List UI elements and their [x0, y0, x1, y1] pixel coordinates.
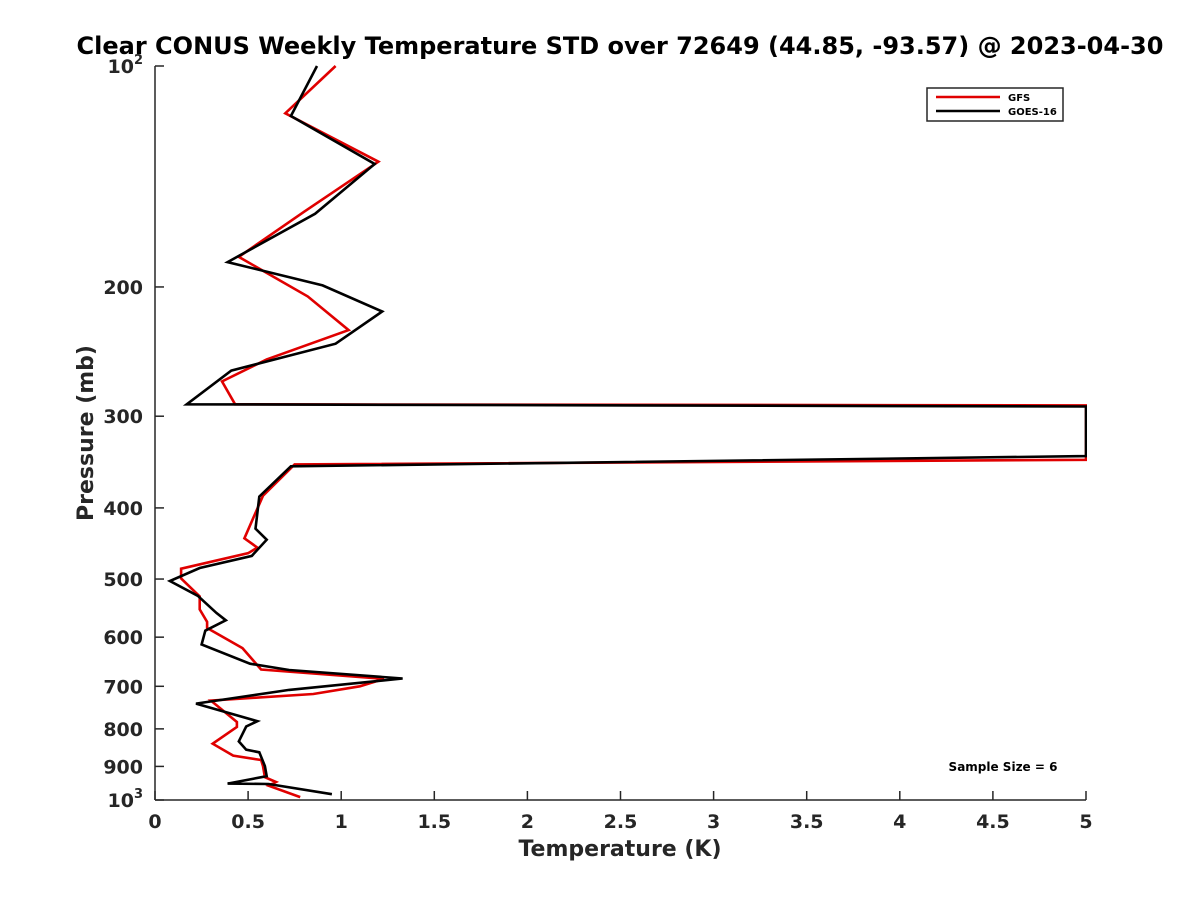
x-tick-label: 0 [148, 811, 161, 833]
x-tick-label: 0.5 [231, 811, 265, 833]
x-tick-label: 1.5 [417, 811, 451, 833]
y-tick-label: 600 [103, 627, 143, 649]
y-tick-label: 103 [108, 787, 144, 812]
sample-size-annotation: Sample Size = 6 [949, 760, 1058, 774]
x-tick-label: 3.5 [790, 811, 824, 833]
y-axis-label: Pressure (mb) [74, 345, 99, 521]
x-tick-label: 1 [335, 811, 348, 833]
x-tick-label: 2.5 [604, 811, 638, 833]
legend: GFS GOES-16 [926, 87, 1064, 122]
legend-entry-goes16: GOES-16 [1008, 107, 1057, 118]
x-tick-label: 2 [521, 811, 534, 833]
y-tick-label: 200 [103, 277, 143, 299]
x-axis-label: Temperature (K) [518, 837, 721, 862]
legend-box [926, 87, 1064, 122]
y-tick-label: 400 [103, 498, 143, 520]
x-tick-label: 4.5 [976, 811, 1010, 833]
series-line-goes16 [166, 65, 1087, 796]
y-tick-label: 102 [108, 53, 144, 78]
y-tick-label: 900 [103, 756, 143, 778]
x-ticks: 0 0.5 1 1.5 2 2.5 3 3.5 4 4.5 5 [148, 791, 1093, 833]
x-tick-label: 3 [707, 811, 720, 833]
y-ticks: 102 200 300 400 500 600 700 800 900 103 [103, 53, 164, 812]
chart-title: Clear CONUS Weekly Temperature STD over … [77, 32, 1164, 60]
legend-entry-gfs: GFS [1008, 93, 1030, 104]
x-tick-label: 4 [893, 811, 906, 833]
x-tick-label: 5 [1079, 811, 1092, 833]
y-tick-label: 800 [103, 719, 143, 741]
y-tick-label: 700 [103, 676, 143, 698]
y-tick-label: 300 [103, 406, 143, 428]
y-tick-label: 500 [103, 569, 143, 591]
series-layer [166, 65, 1087, 799]
